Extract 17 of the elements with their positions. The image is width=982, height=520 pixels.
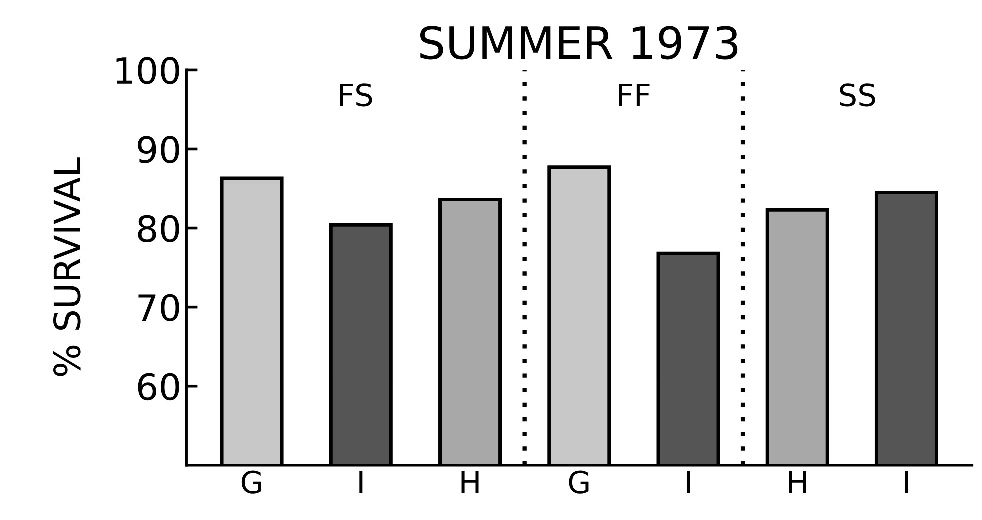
x-tick-label: I [360, 471, 363, 494]
x-tick-label: G [569, 470, 589, 494]
y-tick-label: 60 [138, 373, 180, 401]
x-tick-label: I [905, 471, 908, 494]
y-tick-label: 80 [138, 215, 180, 243]
annotation: FF [619, 84, 650, 106]
x-tick-label: I [686, 471, 690, 494]
x-tick-label: H [462, 471, 479, 494]
x-tick-label: G [242, 470, 262, 494]
y-tick-label: 100 [116, 57, 180, 84]
annotation: FS [340, 84, 372, 107]
y-tick-label: 90 [138, 136, 180, 164]
annotation: SS [840, 84, 876, 107]
y-tick-label: 70 [138, 294, 180, 322]
x-tick-label: H [789, 471, 806, 494]
chart-title: SUMMER 1973 [420, 26, 738, 60]
y-axis-title: % SURVIVAL [53, 158, 81, 376]
